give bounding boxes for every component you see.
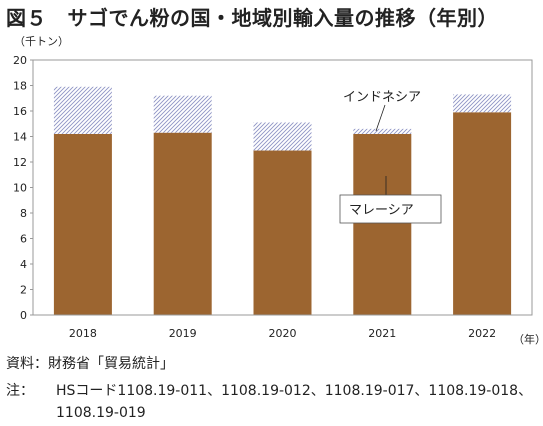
y-tick-label: 16 [13,105,27,118]
indonesia-label: インドネシア [343,90,421,105]
x-axis-ticks: 2018 2019 2020 2021 2022 [69,327,496,340]
y-tick-label: 14 [13,131,27,144]
y-tick-label: 4 [20,258,27,271]
y-tick-label: 2 [20,284,27,297]
note-text: HSコード1108.19-011、1108.19-012、1108.19-017… [56,383,533,421]
note-label: 注： [6,383,34,399]
bar-malaysia-2022 [453,112,512,316]
bar-malaysia-2020 [253,150,312,315]
y-tick-label: 18 [13,80,27,93]
y-tick-label: 0 [20,309,27,322]
malaysia-label-box [339,194,442,224]
indonesia-leader-line [375,104,386,132]
bar-malaysia-2019 [153,132,212,315]
bar-indonesia-2019 [153,95,212,133]
x-tick-label: 2022 [468,327,496,340]
bar-malaysia-2021 [353,133,412,315]
source-text: 資料：財務省「貿易統計」 [6,356,174,372]
bar-indonesia-2020 [253,122,312,151]
y-tick-label: 10 [13,182,27,195]
y-axis-ticks: 0 2 4 6 8 10 12 14 16 18 20 [13,54,33,322]
x-tick-label: 2020 [269,327,297,340]
y-tick-label: 6 [20,233,27,246]
bar-indonesia-2021 [353,128,412,134]
x-tick-label: 2019 [169,327,197,340]
malaysia-label: マレーシア [349,203,414,218]
x-tick-label: 2021 [368,327,396,340]
plot-frame [32,59,533,316]
y-tick-label: 20 [13,54,27,67]
bar-malaysia-2018 [53,133,112,315]
bar-indonesia-2022 [453,94,512,113]
y-axis-unit: （千トン） [14,35,69,48]
bar-chart: （千トン） 0 2 4 6 8 10 12 14 16 18 20 2018 2019 2020 2021… [13,35,543,346]
chart-title: 図５ サゴでん粉の国・地域別輸入量の推移（年別） [6,6,498,30]
x-tick-label: 2018 [69,327,97,340]
y-tick-label: 8 [20,207,27,220]
bar-indonesia-2018 [53,86,112,134]
y-tick-label: 12 [13,156,27,169]
x-axis-unit: （年） [513,332,543,346]
bars [53,86,512,316]
